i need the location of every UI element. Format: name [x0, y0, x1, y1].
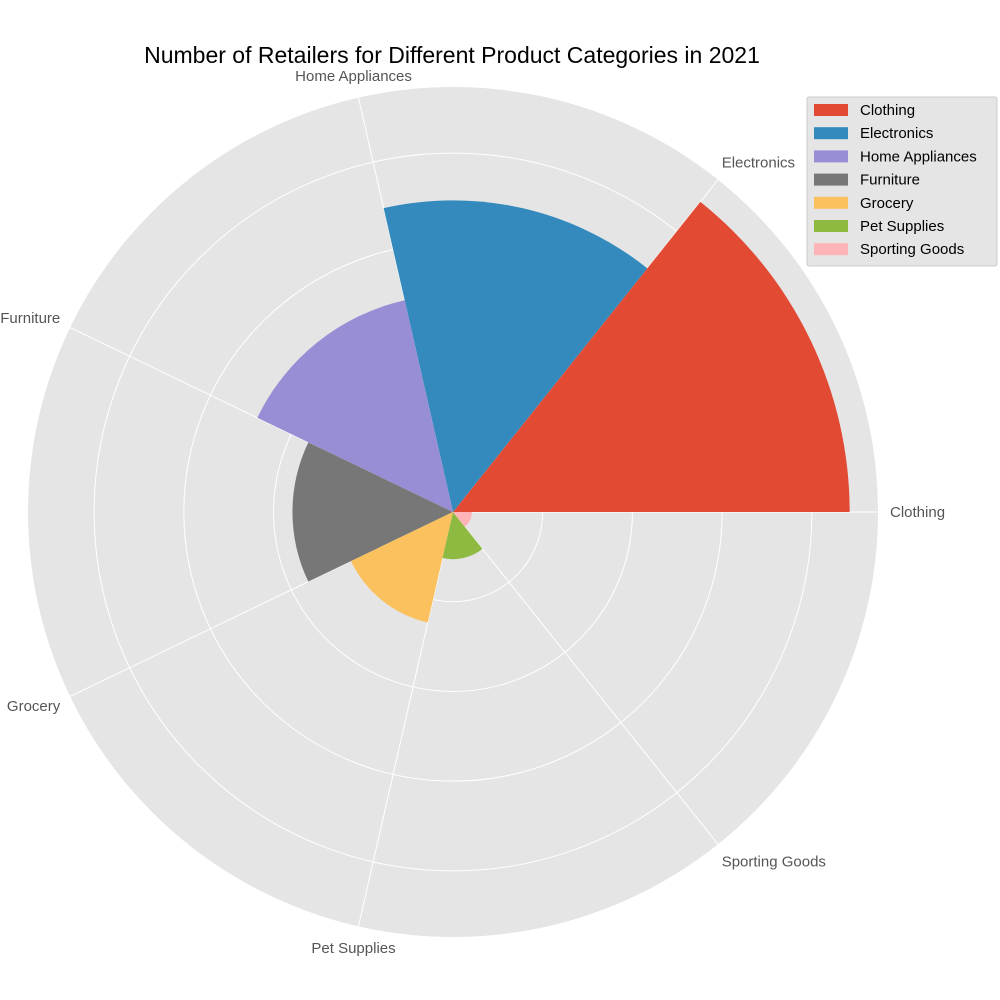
legend-swatch-grocery — [814, 196, 848, 209]
bar-electronics — [383, 200, 648, 512]
bar-sporting-goods — [453, 512, 472, 527]
bar-clothing — [453, 201, 850, 512]
bar-home-appliances — [257, 300, 453, 512]
category-label-furniture: Furniture — [0, 310, 60, 327]
category-label-home-appliances: Home Appliances — [295, 68, 412, 85]
legend-label-electronics: Electronics — [860, 125, 933, 142]
bar-pet-supplies — [442, 512, 483, 560]
legend-label-furniture: Furniture — [860, 172, 920, 189]
category-label-electronics: Electronics — [722, 155, 795, 172]
legend-swatch-pet-supplies — [814, 220, 848, 232]
legend-frame — [806, 96, 998, 267]
legend-label-pet-supplies: Pet Supplies — [860, 218, 944, 235]
grid-spoke-sporting-goods — [452, 511, 719, 845]
category-labels: Clothing Electronics Home Appliances Furnit… — [0, 68, 945, 957]
legend-label-clothing: Clothing — [860, 102, 915, 119]
category-label-sporting-goods: Sporting Goods — [722, 853, 826, 870]
legend: Clothing Electronics Home Appliances Furnit… — [806, 96, 998, 267]
bar-grocery — [350, 512, 453, 623]
legend-swatch-electronics — [814, 127, 848, 140]
category-label-grocery: Grocery — [7, 698, 61, 715]
category-label-pet-supplies: Pet Supplies — [311, 940, 395, 957]
legend-swatch-sporting-goods — [814, 243, 848, 256]
legend-label-home-appliances: Home Appliances — [860, 148, 977, 165]
legend-label-sporting-goods: Sporting Goods — [860, 241, 964, 258]
bar-furniture — [292, 442, 453, 582]
legend-swatch-furniture — [814, 173, 848, 186]
bars-layer — [257, 200, 850, 623]
legend-swatch-home-appliances — [814, 150, 848, 163]
legend-label-grocery: Grocery — [860, 195, 914, 212]
category-label-clothing: Clothing — [890, 504, 945, 521]
legend-swatch-clothing — [814, 104, 848, 116]
chart-title: Number of Retailers for Different Produc… — [144, 42, 760, 68]
